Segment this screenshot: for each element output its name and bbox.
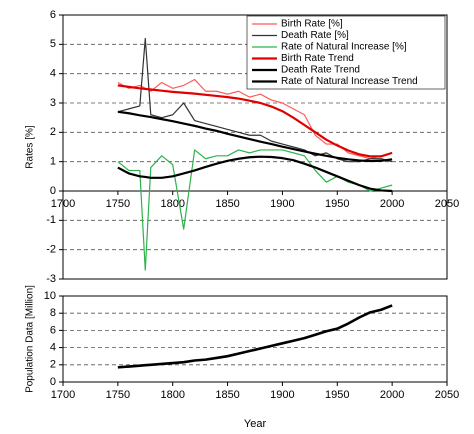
plot-frame bbox=[62, 295, 448, 383]
y-tick-label: 5 bbox=[50, 38, 56, 50]
legend-label: Rate of Natural Increase [%] bbox=[281, 42, 407, 53]
y-tick-label: 8 bbox=[50, 307, 56, 319]
x-tick-label: 2000 bbox=[380, 389, 404, 401]
x-tick-label: 1850 bbox=[215, 198, 239, 210]
x-tick-label: 2050 bbox=[435, 198, 459, 210]
series-line bbox=[117, 155, 393, 193]
x-tick-label: 1950 bbox=[325, 198, 349, 210]
y-tick-label: 2 bbox=[50, 359, 56, 371]
y-tick-label: -3 bbox=[46, 273, 56, 285]
legend-label: Birth Rate Trend bbox=[281, 53, 354, 64]
legend-label: Birth Rate [%] bbox=[281, 19, 343, 30]
y-tick-label: -2 bbox=[46, 244, 56, 256]
x-axis-label: Year bbox=[244, 418, 267, 430]
x-tick-label: 1700 bbox=[51, 389, 75, 401]
legend-label: Rate of Natural Increase Trend bbox=[281, 76, 418, 87]
x-tick-label: 1850 bbox=[215, 389, 239, 401]
y-tick-label: 10 bbox=[44, 290, 56, 302]
y-tick-label: 4 bbox=[50, 68, 56, 80]
series-line bbox=[117, 37, 393, 163]
x-tick-label: 1900 bbox=[270, 198, 294, 210]
y-tick-label: 6 bbox=[50, 9, 56, 21]
legend: Birth Rate [%]Death Rate [%]Rate of Natu… bbox=[246, 15, 446, 90]
plot-frame bbox=[62, 14, 448, 280]
x-tick-label: 2000 bbox=[380, 198, 404, 210]
legend-label: Death Rate [%] bbox=[281, 30, 349, 41]
legend-box bbox=[246, 15, 446, 90]
series-line bbox=[117, 149, 393, 271]
x-tick-label: 1750 bbox=[106, 389, 130, 401]
legend-label: Death Rate Trend bbox=[281, 65, 360, 76]
x-tick-label: 1800 bbox=[160, 198, 184, 210]
y-axis-label: Rates [%] bbox=[25, 125, 36, 169]
x-tick-label: 1700 bbox=[51, 198, 75, 210]
y-axis-label: Population Data [Million] bbox=[25, 285, 36, 393]
y-tick-label: 3 bbox=[50, 97, 56, 109]
y-tick-label: 2 bbox=[50, 126, 56, 138]
series-line bbox=[117, 304, 393, 369]
x-tick-label: 1800 bbox=[160, 389, 184, 401]
x-tick-label: 1900 bbox=[270, 389, 294, 401]
x-tick-label: 1750 bbox=[106, 198, 130, 210]
x-tick-label: 2050 bbox=[435, 389, 459, 401]
series-line bbox=[117, 110, 393, 163]
y-tick-label: 0 bbox=[50, 376, 56, 388]
series-line bbox=[117, 84, 393, 158]
y-tick-label: 1 bbox=[50, 156, 56, 168]
x-tick-label: 1950 bbox=[325, 389, 349, 401]
y-tick-label: 4 bbox=[50, 342, 56, 354]
y-tick-label: 0 bbox=[50, 185, 56, 197]
y-tick-label: -1 bbox=[46, 214, 56, 226]
y-tick-label: 6 bbox=[50, 324, 56, 336]
